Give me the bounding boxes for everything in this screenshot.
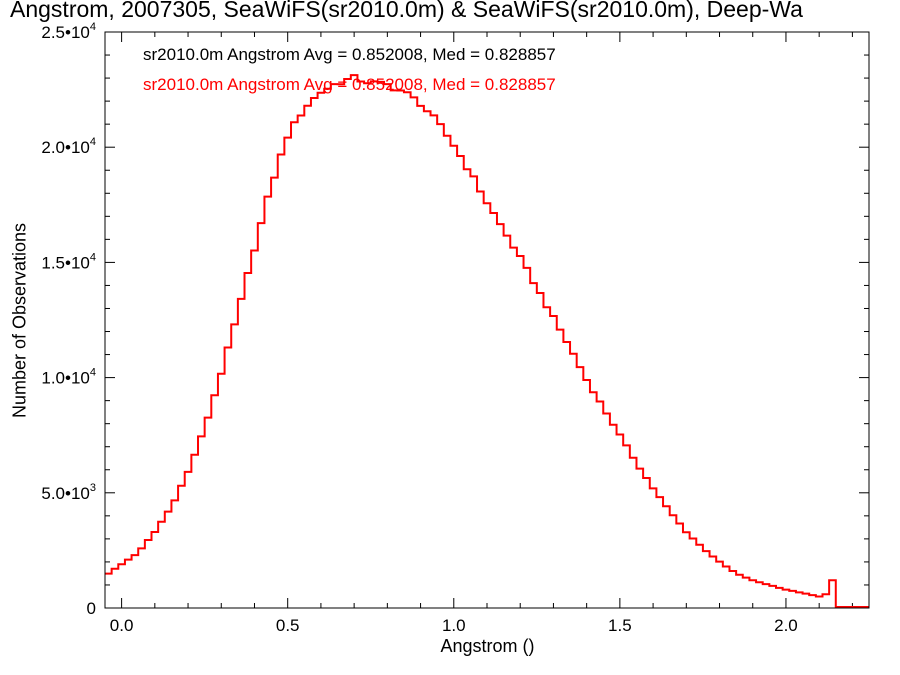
x-tick-label: 1.5 — [608, 616, 632, 635]
histogram-series-0 — [105, 74, 869, 608]
chart-title: Angstrom, 2007305, SeaWiFS(sr2010.0m) & … — [10, 0, 803, 22]
y-tick-label: 5.0•103 — [41, 482, 96, 503]
plot-frame — [104, 31, 870, 609]
stat-annotation-red: sr2010.0m Angstrom Avg = 0.852008, Med =… — [143, 75, 556, 94]
axis-ticks — [105, 31, 869, 609]
x-tick-label: 1.0 — [442, 616, 466, 635]
y-axis-label: Number of Observations — [9, 222, 30, 419]
tick-labels: 0.0 0.5 1.0 1.5 2.0 0 5.0•103 1.0•104 1.5•104 2.0… — [41, 21, 797, 635]
stat-annotation-black: sr2010.0m Angstrom Avg = 0.852008, Med =… — [143, 45, 556, 64]
x-tick-label: 0.5 — [276, 616, 300, 635]
x-axis-label: Angstrom () — [440, 636, 535, 656]
y-tick-label: 0 — [87, 599, 96, 618]
y-tick-label: 1.5•104 — [41, 251, 96, 272]
series-layer — [105, 74, 869, 608]
y-tick-label: 2.0•104 — [41, 136, 96, 157]
x-tick-label: 0.0 — [110, 616, 134, 635]
y-tick-label: 1.0•104 — [41, 367, 96, 388]
x-tick-label: 2.0 — [774, 616, 798, 635]
y-tick-label: 2.5•104 — [41, 21, 96, 42]
